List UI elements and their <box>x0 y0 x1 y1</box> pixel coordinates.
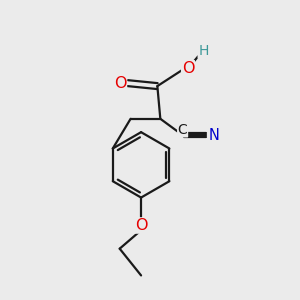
Text: O: O <box>114 76 126 91</box>
Text: H: H <box>198 44 208 58</box>
Text: C: C <box>178 123 188 137</box>
Text: O: O <box>182 61 194 76</box>
Text: O: O <box>135 218 147 233</box>
Text: N: N <box>208 128 219 142</box>
